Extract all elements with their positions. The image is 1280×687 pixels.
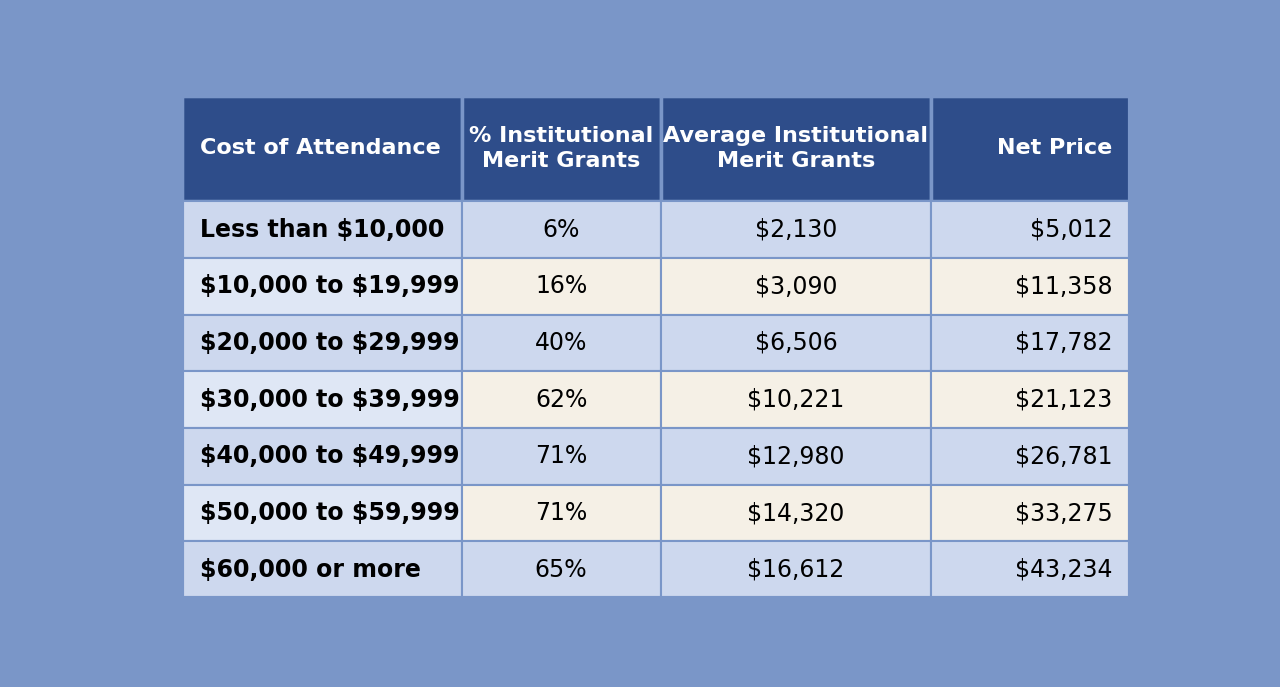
FancyBboxPatch shape	[462, 428, 660, 485]
Text: 6%: 6%	[543, 218, 580, 242]
FancyBboxPatch shape	[660, 258, 931, 315]
FancyBboxPatch shape	[660, 201, 931, 258]
Text: \$60,000 or more: \$60,000 or more	[200, 558, 421, 582]
Text: \$20,000 to \$29,999: \$20,000 to \$29,999	[200, 331, 460, 355]
Text: \$33,275: \$33,275	[1015, 501, 1112, 525]
FancyBboxPatch shape	[182, 485, 462, 541]
FancyBboxPatch shape	[182, 428, 462, 485]
Text: 71%: 71%	[535, 501, 588, 525]
Text: Net Price: Net Price	[997, 139, 1112, 159]
FancyBboxPatch shape	[931, 541, 1130, 598]
Text: 40%: 40%	[535, 331, 588, 355]
Text: \$16,612: \$16,612	[748, 558, 845, 582]
Text: \$3,090: \$3,090	[755, 274, 837, 298]
Text: 65%: 65%	[535, 558, 588, 582]
FancyBboxPatch shape	[660, 541, 931, 598]
FancyBboxPatch shape	[462, 541, 660, 598]
Text: \$5,012: \$5,012	[1029, 218, 1112, 242]
Text: \$10,000 to \$19,999: \$10,000 to \$19,999	[200, 274, 460, 298]
Text: \$2,130: \$2,130	[755, 218, 837, 242]
FancyBboxPatch shape	[931, 372, 1130, 428]
Text: 71%: 71%	[535, 444, 588, 469]
Text: \$21,123: \$21,123	[1015, 387, 1112, 412]
FancyBboxPatch shape	[660, 315, 931, 372]
FancyBboxPatch shape	[660, 485, 931, 541]
Text: 16%: 16%	[535, 274, 588, 298]
FancyBboxPatch shape	[931, 258, 1130, 315]
FancyBboxPatch shape	[660, 95, 931, 201]
FancyBboxPatch shape	[462, 485, 660, 541]
FancyBboxPatch shape	[462, 315, 660, 372]
Text: \$30,000 to \$39,999: \$30,000 to \$39,999	[200, 387, 460, 412]
Text: \$14,320: \$14,320	[748, 501, 845, 525]
FancyBboxPatch shape	[462, 372, 660, 428]
FancyBboxPatch shape	[931, 485, 1130, 541]
Text: \$40,000 to \$49,999: \$40,000 to \$49,999	[200, 444, 460, 469]
Text: \$17,782: \$17,782	[1015, 331, 1112, 355]
FancyBboxPatch shape	[182, 258, 462, 315]
FancyBboxPatch shape	[931, 428, 1130, 485]
Text: Average Institutional
Merit Grants: Average Institutional Merit Grants	[663, 126, 928, 171]
FancyBboxPatch shape	[462, 95, 660, 201]
FancyBboxPatch shape	[182, 315, 462, 372]
FancyBboxPatch shape	[182, 201, 462, 258]
FancyBboxPatch shape	[660, 372, 931, 428]
FancyBboxPatch shape	[462, 258, 660, 315]
FancyBboxPatch shape	[931, 95, 1130, 201]
FancyBboxPatch shape	[462, 201, 660, 258]
Text: \$10,221: \$10,221	[748, 387, 845, 412]
Text: \$11,358: \$11,358	[1015, 274, 1112, 298]
FancyBboxPatch shape	[931, 315, 1130, 372]
Text: \$12,980: \$12,980	[748, 444, 845, 469]
Text: \$43,234: \$43,234	[1015, 558, 1112, 582]
FancyBboxPatch shape	[182, 541, 462, 598]
Text: Less than \$10,000: Less than \$10,000	[200, 218, 444, 242]
Text: % Institutional
Merit Grants: % Institutional Merit Grants	[468, 126, 653, 171]
Text: \$50,000 to \$59,999: \$50,000 to \$59,999	[200, 501, 460, 525]
FancyBboxPatch shape	[660, 428, 931, 485]
Text: Cost of Attendance: Cost of Attendance	[200, 139, 440, 159]
FancyBboxPatch shape	[931, 201, 1130, 258]
Text: 62%: 62%	[535, 387, 588, 412]
Text: \$26,781: \$26,781	[1015, 444, 1112, 469]
FancyBboxPatch shape	[182, 372, 462, 428]
FancyBboxPatch shape	[182, 95, 462, 201]
Text: \$6,506: \$6,506	[754, 331, 837, 355]
